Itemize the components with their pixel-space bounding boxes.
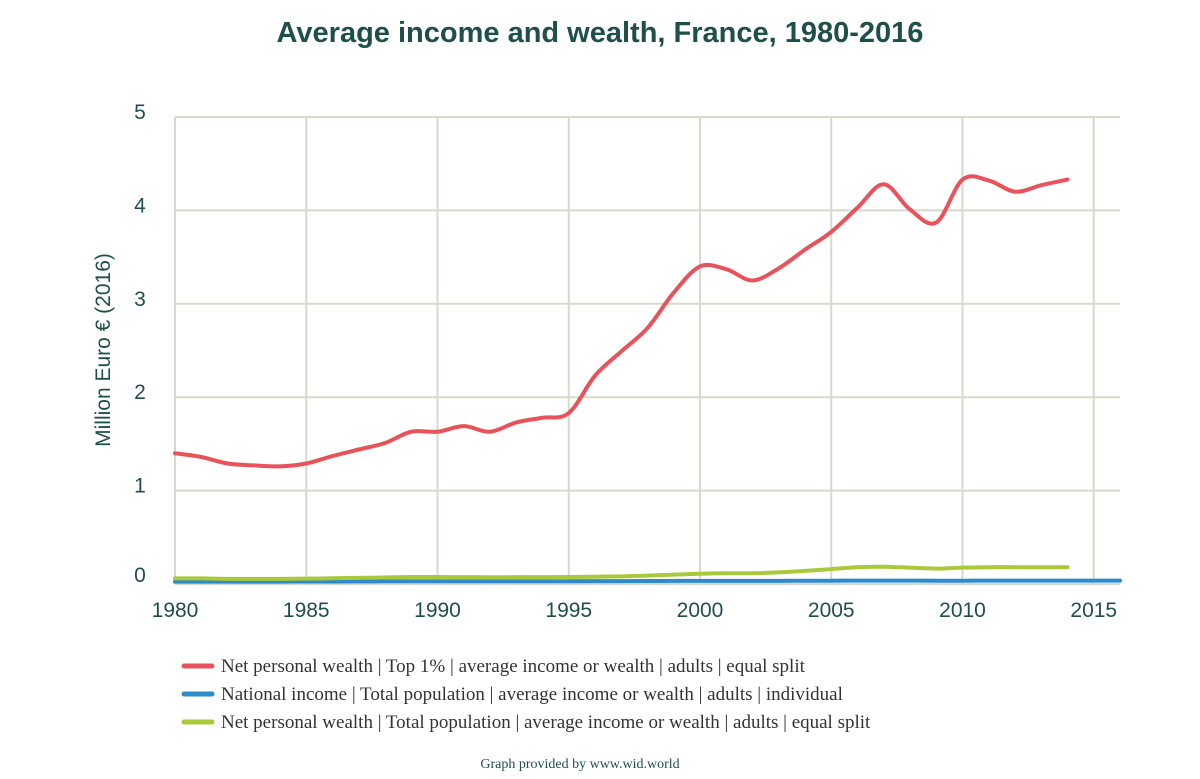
x-tick-label: 1980	[152, 599, 199, 622]
series-layer	[173, 174, 1122, 584]
credit-text: Graph provided by www.wid.world	[480, 757, 679, 772]
y-tick-label: 1	[134, 475, 146, 498]
legend: Net personal wealth | Top 1% | average i…	[181, 656, 871, 733]
x-tick-label: 2005	[808, 599, 855, 622]
x-tick-label: 1985	[283, 599, 330, 622]
axis-layer	[174, 117, 1120, 585]
legend-label: Net personal wealth | Top 1% | average i…	[221, 656, 806, 677]
grid-layer	[174, 116, 1120, 584]
y-tick-label: 2	[134, 381, 146, 404]
x-tick-label: 1995	[545, 599, 592, 622]
legend-label: Net personal wealth | Total population |…	[221, 712, 871, 733]
chart-title: Average income and wealth, France, 1980-…	[277, 17, 924, 49]
x-tick-label: 2000	[677, 599, 724, 622]
y-tick-label: 3	[134, 288, 146, 311]
legend-item-top1-wealth[interactable]: Net personal wealth | Top 1% | average i…	[181, 656, 806, 677]
legend-label: National income | Total population | ave…	[221, 684, 843, 705]
x-tick-label: 2015	[1070, 599, 1117, 622]
y-axis-label: Million Euro € (2016)	[92, 253, 115, 447]
series-line-national-income	[173, 578, 1122, 584]
y-tick-label: 0	[134, 564, 146, 587]
x-tick-label: 2010	[939, 599, 986, 622]
x-tick-label: 1990	[414, 599, 461, 622]
legend-item-total-wealth[interactable]: Net personal wealth | Total population |…	[181, 712, 871, 733]
series-line-total-wealth	[173, 564, 1070, 581]
ticks-layer: 1980 1985 1990 1995 2000 2005 2010 2015 0 1 2 3 4 5	[134, 101, 1117, 622]
y-tick-label: 4	[134, 194, 146, 217]
series-line-top1-wealth	[173, 174, 1070, 469]
y-tick-label: 5	[134, 101, 146, 124]
legend-item-national-income[interactable]: National income | Total population | ave…	[181, 684, 843, 705]
